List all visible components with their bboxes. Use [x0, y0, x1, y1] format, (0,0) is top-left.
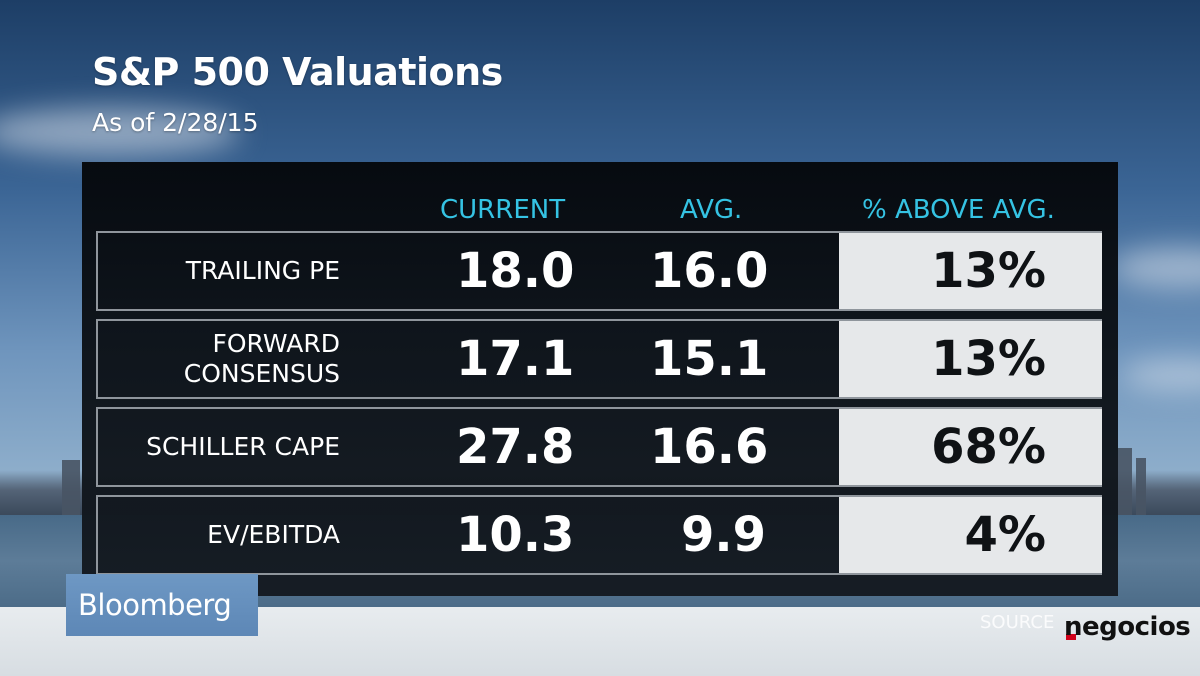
- row-label: FORWARD CONSENSUS: [183, 329, 340, 388]
- average-value: 16.0: [650, 243, 769, 299]
- cloud: [0, 108, 240, 156]
- bloomberg-logo: Bloomberg: [66, 574, 258, 636]
- chart-title: S&P 500 Valuations: [92, 50, 503, 94]
- column-header-current: CURRENT: [440, 195, 566, 225]
- current-value: 17.1: [456, 331, 575, 387]
- pct-above-avg-cell: 4%: [839, 497, 1102, 573]
- table-row: SCHILLER CAPE 27.8 16.6 68%: [96, 407, 1102, 487]
- table-row: TRAILING PE 18.0 16.0 13%: [96, 231, 1102, 311]
- row-label: SCHILLER CAPE: [146, 432, 340, 461]
- average-value: 16.6: [650, 419, 769, 475]
- table-row: FORWARD CONSENSUS 17.1 15.1 13%: [96, 319, 1102, 399]
- pct-above-avg-value: 13%: [931, 331, 1046, 387]
- row-label: EV/EBITDA: [207, 520, 340, 549]
- column-header-avg: AVG.: [680, 195, 743, 225]
- negocios-logo: negocios: [1064, 612, 1191, 642]
- pct-above-avg-value: 68%: [931, 419, 1046, 475]
- pct-above-avg-cell: 13%: [839, 233, 1102, 309]
- current-value: 18.0: [456, 243, 575, 299]
- cloud: [1120, 360, 1200, 390]
- pct-above-avg-cell: 68%: [839, 409, 1102, 485]
- column-header-pct-above-avg: % ABOVE AVG.: [862, 195, 1055, 225]
- pct-above-avg-value: 13%: [931, 243, 1046, 299]
- negocios-logo-mark: [1066, 634, 1076, 640]
- row-label: TRAILING PE: [185, 256, 340, 285]
- average-value: 15.1: [650, 331, 769, 387]
- current-value: 27.8: [456, 419, 575, 475]
- chart-subtitle: As of 2/28/15: [92, 108, 259, 137]
- current-value: 10.3: [456, 507, 575, 563]
- pct-above-avg-value: 4%: [964, 507, 1047, 563]
- source-label: SOURCE: [980, 612, 1055, 633]
- average-value: 9.9: [680, 507, 766, 563]
- pct-above-avg-cell: 13%: [839, 321, 1102, 397]
- table-row: EV/EBITDA 10.3 9.9 4%: [96, 495, 1102, 575]
- cloud: [1110, 248, 1200, 288]
